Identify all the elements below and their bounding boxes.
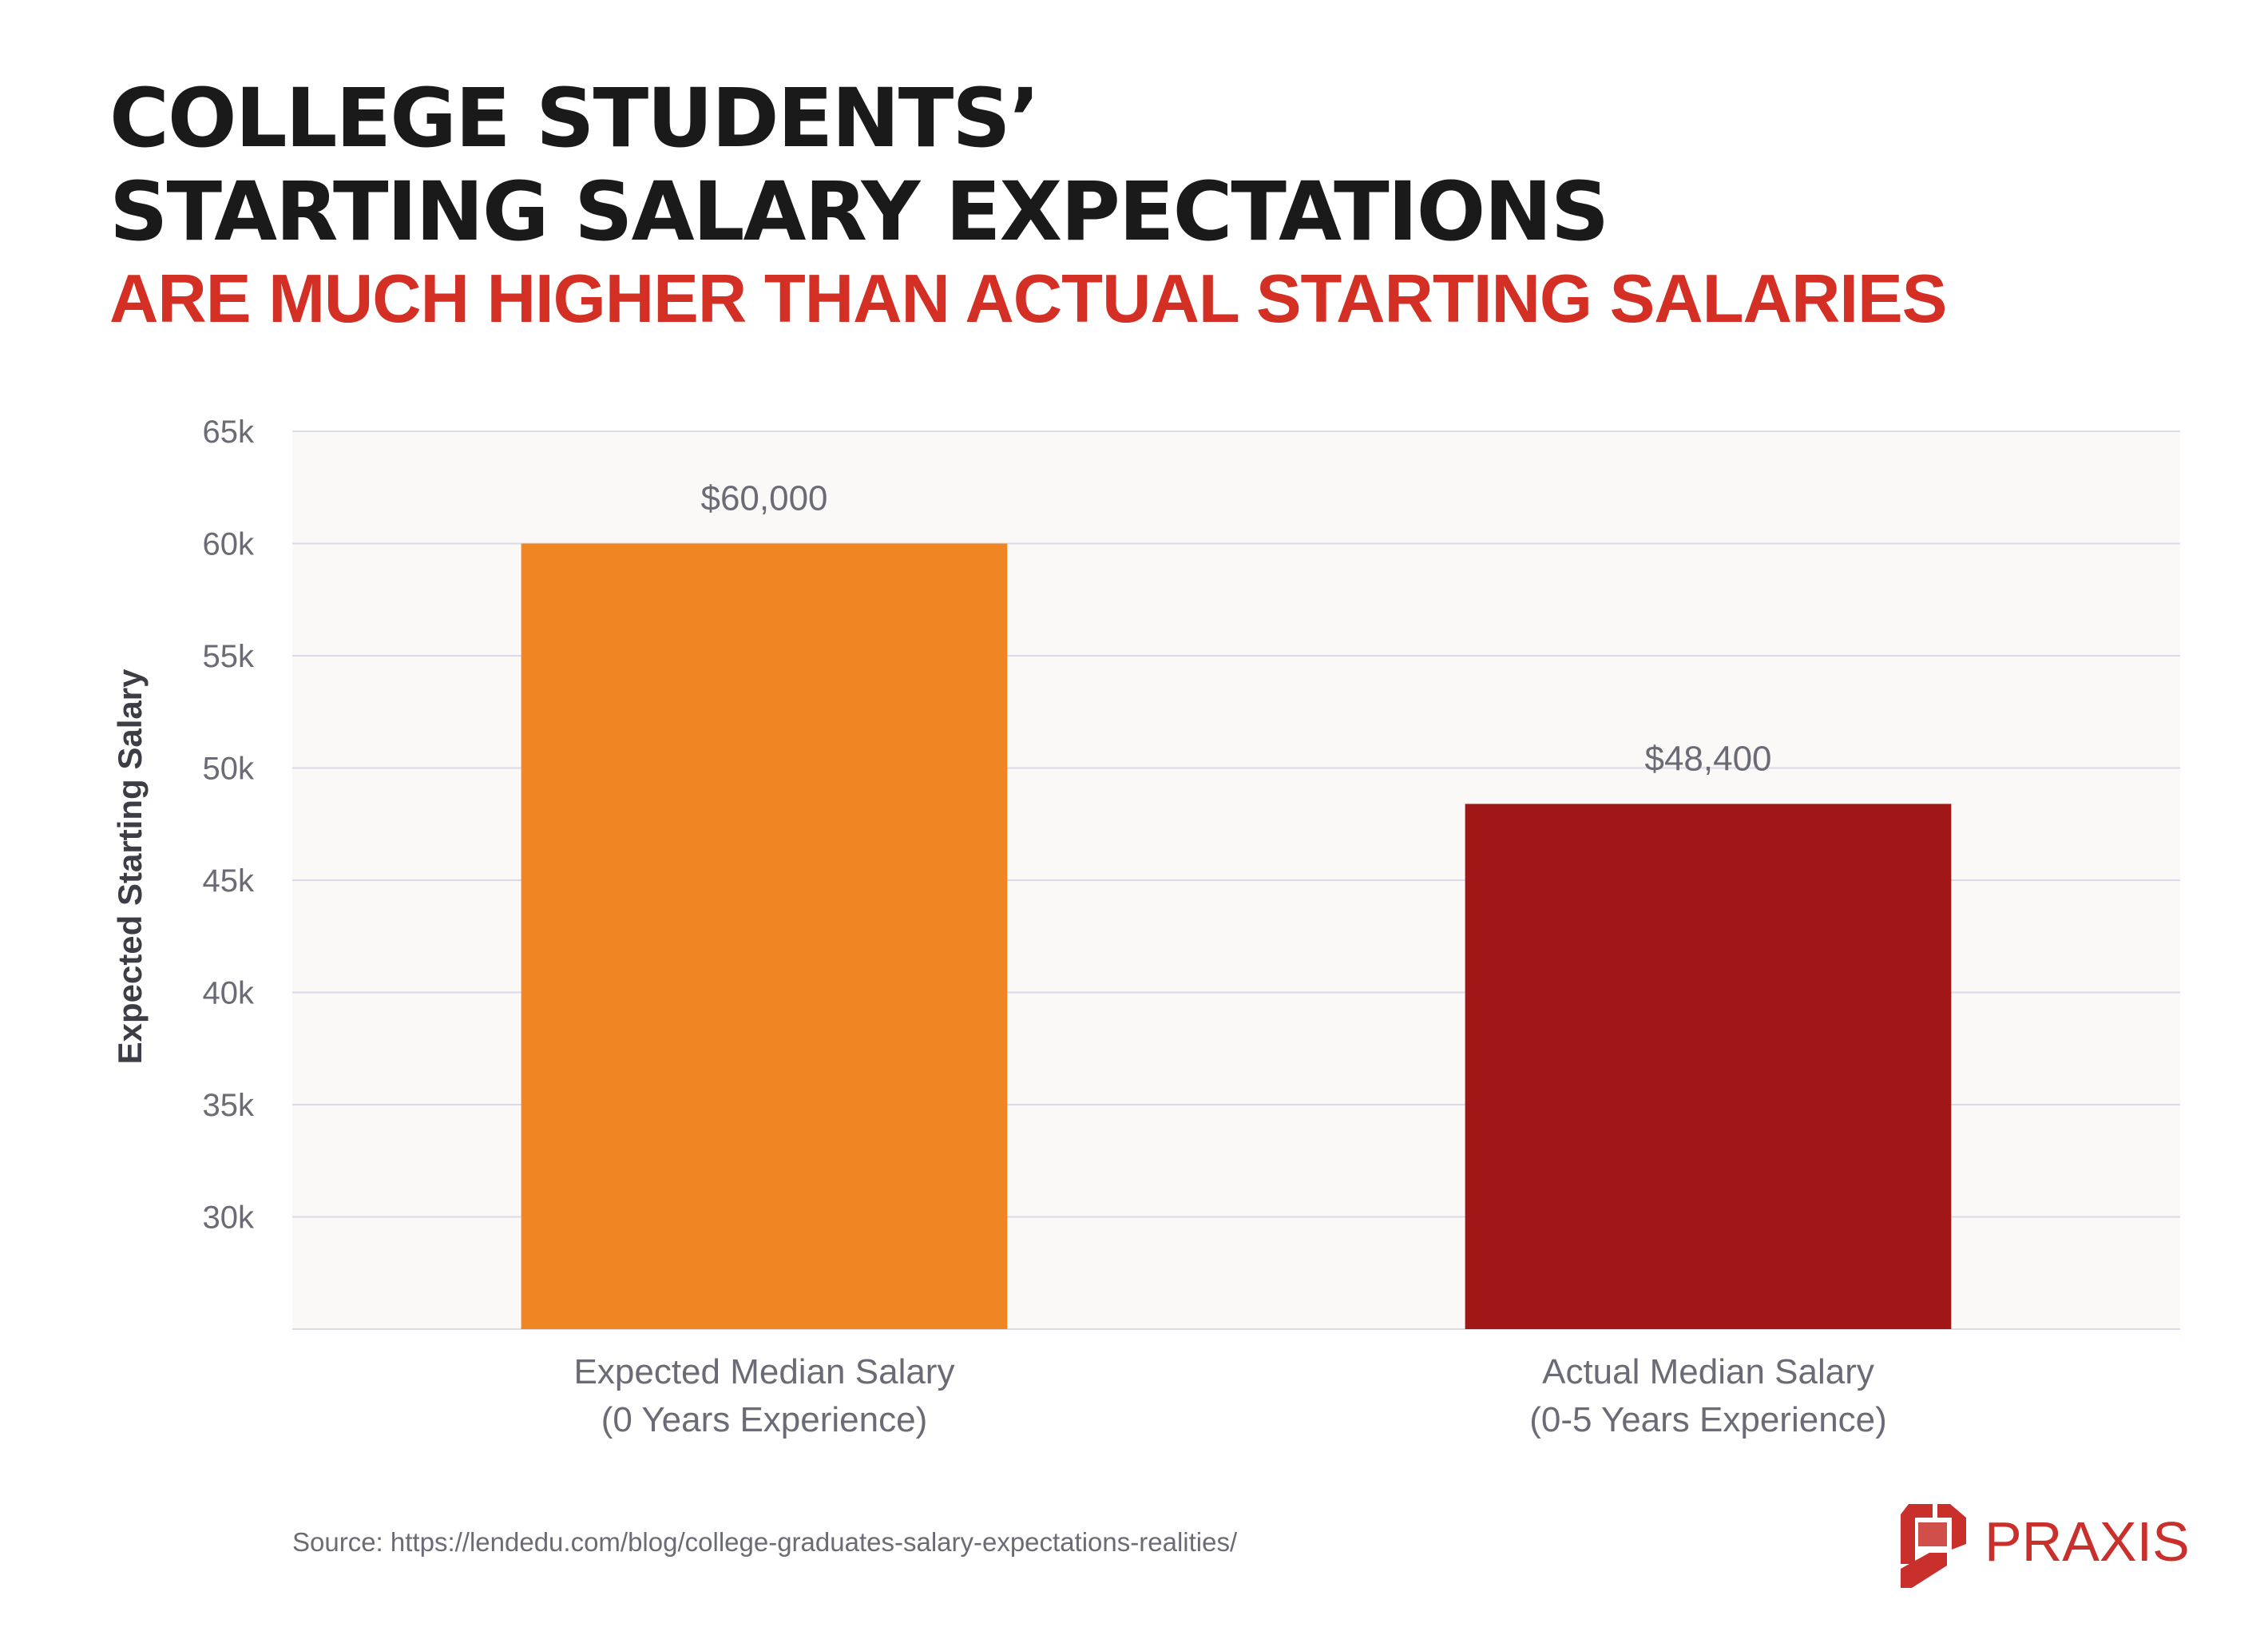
y-tick-label: 30k (203, 1201, 255, 1236)
chart-subtitle: ARE MUCH HIGHER THAN ACTUAL STARTING SAL… (109, 261, 1947, 337)
y-tick-label: 35k (203, 1088, 255, 1123)
y-tick-label: 55k (203, 639, 255, 674)
bar-value-label: $60,000 (700, 479, 827, 518)
y-tick-label: 65k (203, 415, 255, 450)
y-axis-ticks: 30k 35k 40k 45k 50k 55k 60k 65k (203, 415, 255, 1236)
chart-title-line-1: COLLEGE STUDENTS’ (109, 71, 1041, 166)
source-note: Source: https://lendedu.com/blog/college… (292, 1527, 1238, 1557)
x-category-label: Expected Median Salary (574, 1352, 955, 1391)
bars (521, 543, 1952, 1329)
y-tick-label: 60k (203, 527, 255, 562)
x-category-label: (0 Years Experience) (601, 1400, 927, 1439)
praxis-logo-icon (1901, 1504, 1966, 1588)
y-tick-label: 45k (203, 863, 255, 899)
x-axis-categories: Expected Median Salary (0 Years Experienc… (574, 1352, 1887, 1439)
bar (1465, 804, 1952, 1329)
y-tick-label: 50k (203, 752, 255, 787)
bar-value-label: $48,400 (1644, 739, 1771, 778)
x-category-label: Actual Median Salary (1542, 1352, 1874, 1391)
y-tick-label: 40k (203, 976, 255, 1011)
chart-title-line-2: STARTING SALARY EXPECTATIONS (109, 165, 1609, 260)
y-axis-label: Expected Starting Salary (111, 669, 149, 1065)
bar (521, 543, 1008, 1329)
logo-text: PRAXIS (1985, 1510, 2190, 1573)
x-category-label: (0-5 Years Experience) (1529, 1400, 1887, 1439)
bar-value-labels: $60,000 $48,400 (700, 479, 1771, 779)
